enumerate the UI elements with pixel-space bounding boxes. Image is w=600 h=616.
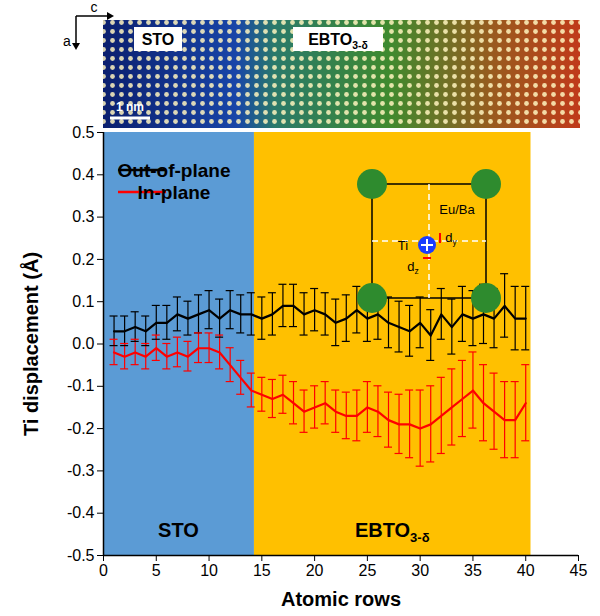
- svg-text:STO: STO: [142, 31, 175, 48]
- svg-text:Atomic rows: Atomic rows: [281, 588, 401, 610]
- svg-text:Eu/Ba: Eu/Ba: [439, 202, 475, 217]
- svg-text:Ti displacement (Å): Ti displacement (Å): [19, 252, 42, 436]
- svg-text:c: c: [91, 0, 98, 15]
- svg-text:35: 35: [464, 562, 482, 579]
- svg-text:Out-of-plane: Out-of-plane: [118, 160, 231, 181]
- svg-text:0: 0: [99, 562, 108, 579]
- svg-text:30: 30: [411, 562, 429, 579]
- svg-text:0.1: 0.1: [72, 293, 94, 310]
- svg-text:dz: dz: [407, 259, 418, 276]
- svg-text:5: 5: [152, 562, 161, 579]
- svg-text:STO: STO: [158, 519, 199, 541]
- svg-text:a: a: [63, 33, 71, 49]
- svg-text:20: 20: [306, 562, 324, 579]
- svg-text:dy: dy: [445, 230, 457, 247]
- svg-text:40: 40: [517, 562, 535, 579]
- svg-text:-0.3: -0.3: [67, 462, 95, 479]
- svg-text:15: 15: [253, 562, 271, 579]
- svg-text:In-plane: In-plane: [138, 182, 211, 203]
- svg-text:EBTO3-δ: EBTO3-δ: [308, 31, 368, 51]
- svg-text:0.2: 0.2: [72, 251, 94, 268]
- svg-text:0.4: 0.4: [72, 166, 94, 183]
- svg-text:EBTO3-δ: EBTO3-δ: [355, 519, 430, 545]
- svg-text:Ti: Ti: [398, 238, 408, 253]
- svg-text:25: 25: [358, 562, 376, 579]
- svg-text:-0.2: -0.2: [67, 420, 95, 437]
- svg-text:-0.5: -0.5: [67, 547, 95, 564]
- svg-text:0.5: 0.5: [72, 124, 94, 141]
- svg-text:10: 10: [200, 562, 218, 579]
- svg-text:0.3: 0.3: [72, 208, 94, 225]
- svg-text:0.0: 0.0: [72, 335, 94, 352]
- svg-text:-0.1: -0.1: [67, 377, 95, 394]
- svg-text:-0.4: -0.4: [67, 504, 95, 521]
- svg-text:1 nm: 1 nm: [116, 100, 144, 114]
- svg-text:45: 45: [570, 562, 588, 579]
